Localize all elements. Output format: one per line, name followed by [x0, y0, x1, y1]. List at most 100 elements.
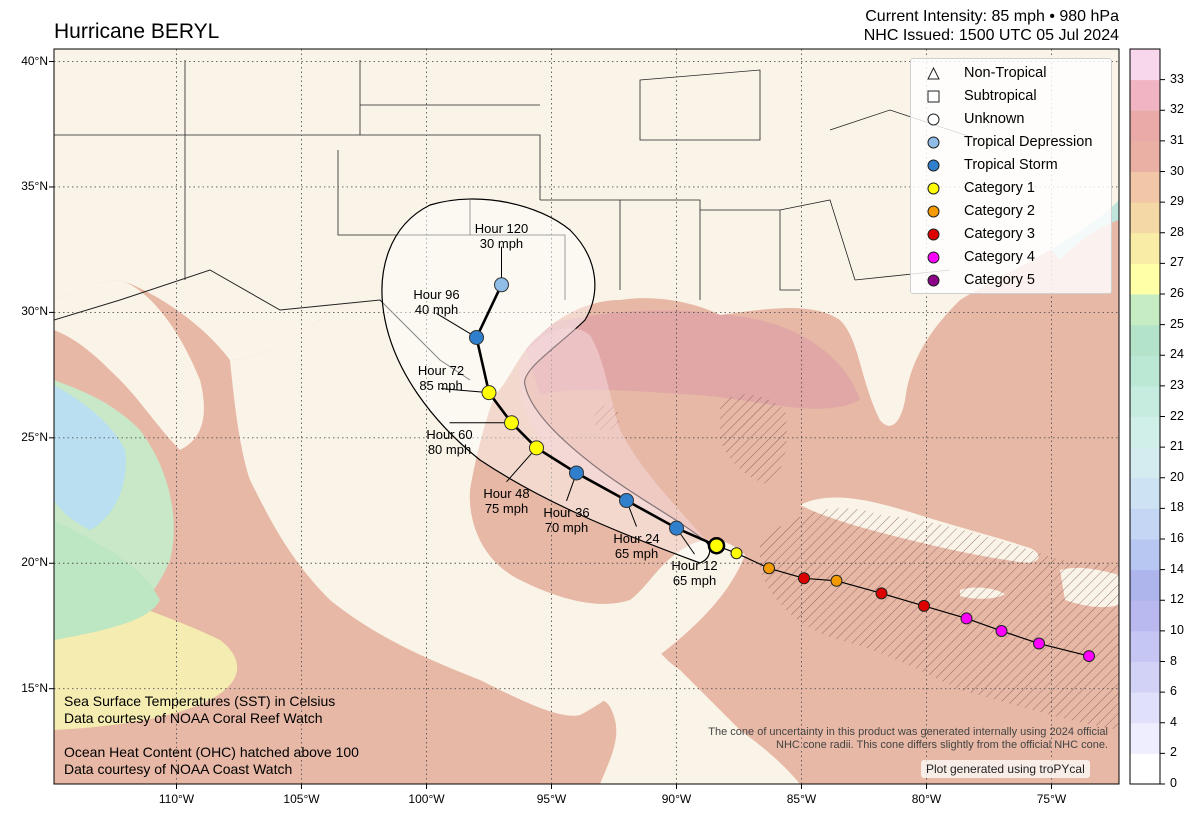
legend-label: Category 3 [964, 226, 1035, 242]
circle-marker-icon [927, 182, 940, 195]
ohc-note-line2: Data courtesy of NOAA Coast Watch [64, 761, 293, 777]
colorbar-segment [1130, 722, 1160, 754]
legend-label: Category 2 [964, 203, 1035, 219]
colorbar-tick-label: 26 [1170, 286, 1184, 300]
legend-item: Tropical Storm [911, 155, 1111, 177]
florida [840, 312, 909, 426]
forecast-wind: 85 mph [419, 377, 463, 393]
lon-tick-label: 100°W [408, 792, 445, 806]
legend-item: Category 1 [911, 178, 1111, 200]
forecast-wind: 75 mph [484, 500, 529, 516]
forecast-point [481, 385, 497, 401]
map-legend: Non-Tropical Subtropical Unknown Tropical D… [910, 58, 1112, 294]
colorbar-segment [1130, 171, 1160, 203]
past-track-point [1083, 650, 1095, 663]
legend-label: Tropical Depression [964, 134, 1093, 150]
forecast-label: Hour 24 65 mph [613, 531, 659, 561]
circle-marker-icon [927, 136, 940, 149]
pacific-cold-sst-patch [54, 385, 126, 530]
colorbar-segment [1130, 447, 1160, 479]
lat-tick-label: 25°N [21, 429, 48, 444]
us-mexico-border [54, 269, 471, 381]
current-position-marker [707, 536, 726, 555]
colorbar-tick-label: 4 [1170, 714, 1177, 729]
forecast-wind: 70 mph [544, 519, 589, 535]
colorbar-segment [1130, 661, 1160, 693]
colorbar-segment [1130, 49, 1160, 81]
colorbar-segment [1130, 79, 1160, 111]
past-track-point [798, 572, 810, 585]
past-track-point [1033, 637, 1045, 650]
map-title: Hurricane BERYL [54, 20, 220, 43]
forecast-point [619, 493, 634, 509]
lat-tick-label: 15°N [21, 680, 48, 695]
legend-item: Category 5 [911, 270, 1111, 292]
circle-marker-icon [927, 251, 940, 264]
forecast-hour: Hour 60 [426, 426, 473, 442]
forecast-wind: 40 mph [414, 302, 459, 318]
forecast-label-leader [440, 388, 490, 394]
colorbar-segment [1130, 110, 1160, 142]
forecast-hour: Hour 12 [671, 558, 718, 574]
past-track-point [763, 562, 775, 575]
colorbar-tick-label: 6 [1170, 684, 1177, 699]
colorbar-segment [1130, 385, 1160, 417]
past-track-point [730, 547, 743, 560]
forecast-label: Hour 36 70 mph [543, 505, 589, 535]
forecast-label-leader [436, 313, 477, 338]
forecast-point [494, 277, 509, 293]
colorbar-segment [1130, 355, 1160, 387]
lat-tick-label: 30°N [21, 304, 48, 319]
legend-item: Category 2 [911, 201, 1111, 223]
forecast-point [529, 440, 544, 456]
colorbar-tick-label: 33 [1170, 71, 1184, 86]
forecast-hour: Hour 24 [613, 530, 660, 546]
cone-disclaimer-line2: NHC cone radii. This cone differs slight… [776, 739, 1108, 751]
colorbar-tick-label: 32 [1170, 102, 1184, 117]
lon-tick-label: 110°W [158, 792, 195, 806]
colorbar-tick-label: 21 [1170, 439, 1184, 454]
colorbar-tick-label: 28 [1170, 224, 1184, 239]
ohc-note-line1: Ocean Heat Content (OHC) hatched above 1… [64, 744, 359, 760]
colorbar-tick-label: 25 [1170, 316, 1184, 331]
lat-tick-label: 35°N [21, 178, 48, 193]
forecast-label: Hour 48 75 mph [483, 486, 529, 516]
forecast-point [504, 415, 519, 431]
legend-item: Unknown [911, 109, 1111, 131]
colorbar-segment [1130, 416, 1160, 448]
colorbar-tick-label: 16 [1170, 531, 1184, 545]
forecast-wind: 65 mph [614, 545, 659, 561]
circle-marker-icon [927, 274, 940, 287]
forecast-label: Hour 72 85 mph [418, 363, 464, 393]
colorbar-tick-label: 27 [1170, 255, 1184, 270]
colorbar-segment [1130, 232, 1160, 264]
colorbar-tick-label: 2 [1170, 745, 1177, 760]
triangle-marker-icon [927, 67, 940, 80]
forecast-point [469, 329, 484, 345]
colorbar-segment [1130, 600, 1160, 632]
map-frame [53, 48, 1120, 785]
past-track-point [875, 587, 888, 600]
forecast-wind: 30 mph [479, 235, 524, 251]
colorbar-segment [1130, 263, 1160, 295]
plot-credit: Plot generated using troPYcal [921, 760, 1090, 778]
sst-colorbar [1130, 49, 1165, 785]
past-track-point [918, 599, 930, 612]
circle-marker-icon [927, 159, 940, 172]
colorbar-tick-label: 8 [1170, 653, 1177, 668]
baja-california [54, 280, 204, 450]
colorbar-segment [1130, 508, 1160, 540]
pacific-green-sst-patch [54, 520, 160, 640]
state-borders [54, 60, 981, 300]
colorbar-tick-label: 20 [1170, 469, 1184, 484]
colorbar-tick-label: 22 [1170, 408, 1184, 423]
ohc-hatch-caribbean [760, 508, 1119, 730]
forecast-wind: 65 mph [672, 573, 717, 589]
lon-tick-label: 80°W [911, 792, 942, 806]
ohc-hatch-gulf [720, 394, 787, 485]
colorbar-tick-label: 23 [1170, 377, 1184, 392]
current-intensity: Current Intensity: 85 mph • 980 hPa [865, 8, 1119, 25]
lon-tick-label: 95°W [536, 792, 567, 806]
colorbar-tick-label: 0 [1170, 776, 1177, 790]
colorbar-segment [1130, 753, 1160, 785]
